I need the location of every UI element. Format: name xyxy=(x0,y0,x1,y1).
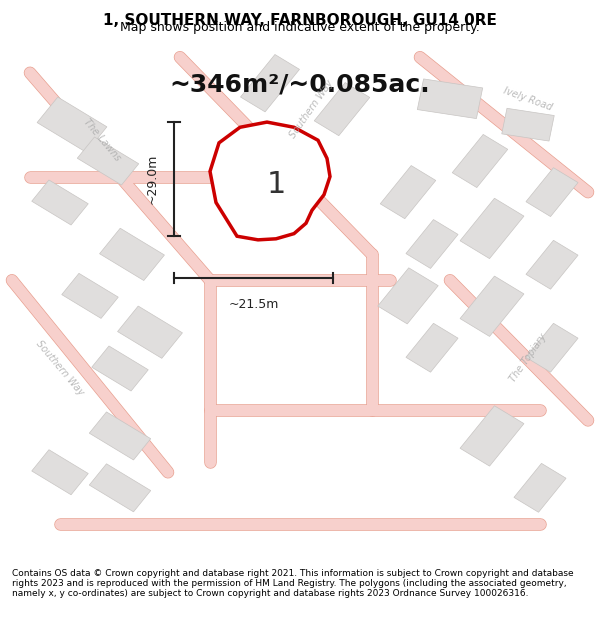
Polygon shape xyxy=(314,82,370,136)
Polygon shape xyxy=(37,97,107,152)
Polygon shape xyxy=(241,54,299,112)
Polygon shape xyxy=(32,450,88,495)
Polygon shape xyxy=(460,406,524,466)
Text: ~21.5m: ~21.5m xyxy=(229,299,278,311)
Text: Southern Way: Southern Way xyxy=(288,78,336,140)
Text: The Lawns: The Lawns xyxy=(82,117,122,163)
Polygon shape xyxy=(32,180,88,225)
Text: Contains OS data © Crown copyright and database right 2021. This information is : Contains OS data © Crown copyright and d… xyxy=(12,569,574,598)
Text: The Topiary: The Topiary xyxy=(508,332,548,384)
Polygon shape xyxy=(77,137,139,185)
Polygon shape xyxy=(89,464,151,512)
Text: Southern Way: Southern Way xyxy=(34,339,86,398)
Polygon shape xyxy=(406,323,458,372)
Text: ~29.0m: ~29.0m xyxy=(146,154,159,204)
Polygon shape xyxy=(118,306,182,358)
Text: Map shows position and indicative extent of the property.: Map shows position and indicative extent… xyxy=(120,21,480,34)
Polygon shape xyxy=(514,463,566,512)
Text: Ively Road: Ively Road xyxy=(502,85,554,112)
Polygon shape xyxy=(526,241,578,289)
Text: 1: 1 xyxy=(267,169,286,199)
Text: 1, SOUTHERN WAY, FARNBOROUGH, GU14 0RE: 1, SOUTHERN WAY, FARNBOROUGH, GU14 0RE xyxy=(103,13,497,28)
Polygon shape xyxy=(460,198,524,259)
Polygon shape xyxy=(89,412,151,460)
Polygon shape xyxy=(418,79,482,119)
Polygon shape xyxy=(460,276,524,336)
Polygon shape xyxy=(380,166,436,219)
Polygon shape xyxy=(100,228,164,281)
Polygon shape xyxy=(92,346,148,391)
Text: ~346m²/~0.085ac.: ~346m²/~0.085ac. xyxy=(170,72,430,97)
Polygon shape xyxy=(452,134,508,188)
Polygon shape xyxy=(406,219,458,268)
Polygon shape xyxy=(526,323,578,372)
Polygon shape xyxy=(62,273,118,318)
Polygon shape xyxy=(526,168,578,216)
Polygon shape xyxy=(378,268,438,324)
Polygon shape xyxy=(502,108,554,141)
Polygon shape xyxy=(210,122,330,240)
